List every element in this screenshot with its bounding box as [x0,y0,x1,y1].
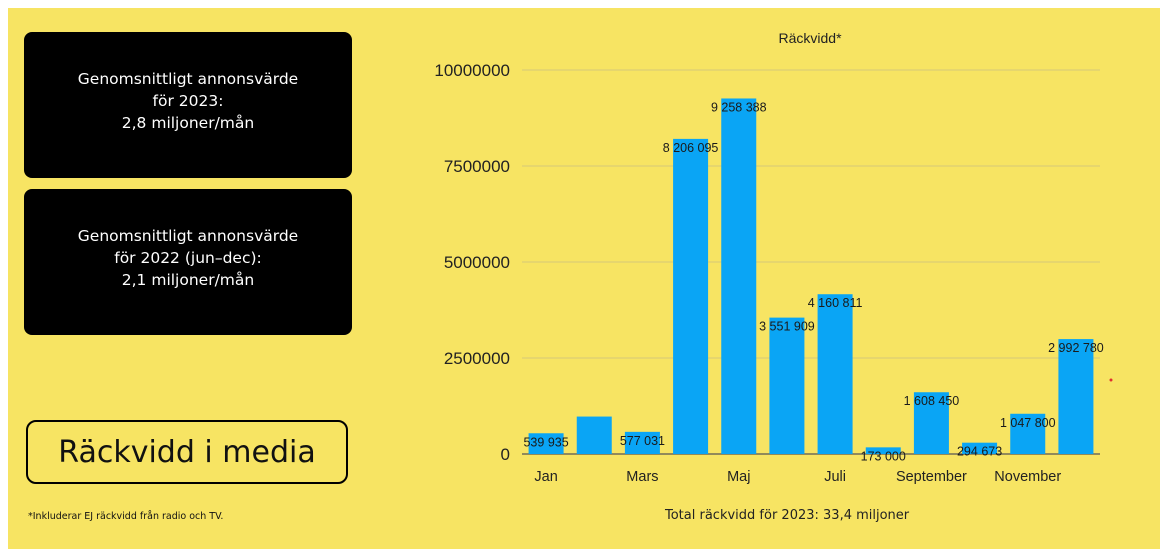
bar [865,447,901,454]
media-reach-button[interactable]: Räckvidd i media [26,420,348,484]
y-tick-label: 2500000 [444,349,510,368]
card-2022-line2: för 2022 (jun–dec): [114,249,262,267]
bar [576,416,612,454]
y-tick-label: 7500000 [444,157,510,176]
x-tick-label: Jan [534,469,557,485]
bar [673,138,709,454]
data-label: 9 258 388 [711,100,767,114]
bar [817,294,853,454]
bar [528,433,564,454]
average-ad-value-2023-card: Genomsnittligt annonsvärde för 2023: 2,8… [24,32,352,178]
data-label: 539 935 [523,435,568,449]
bar [769,317,805,454]
x-tick-label: Mars [626,469,658,485]
bar [913,392,949,454]
data-label: 577 031 [620,434,665,448]
data-label: 173 000 [861,449,906,463]
data-label: 1 608 450 [904,394,960,408]
y-tick-label: 10000000 [434,61,510,80]
card-2023-line1: Genomsnittligt annonsvärde [77,70,299,88]
red-dot-marker [1109,378,1113,382]
data-label: 8 206 095 [663,141,719,155]
x-tick-label: Juli [824,469,846,485]
data-label: 294 673 [957,445,1002,459]
card-2023-line2: för 2023: [152,92,224,110]
x-tick-label: Maj [727,469,750,485]
average-ad-value-2022-card: Genomsnittligt annonsvärde för 2022 (jun… [24,189,352,335]
bar [962,442,998,454]
card-2022-line1: Genomsnittligt annonsvärde [77,227,299,245]
bar [1058,339,1094,454]
x-tick-label: November [994,469,1061,485]
data-label: 2 992 780 [1048,341,1104,355]
y-tick-label: 5000000 [444,253,510,272]
y-tick-label: 0 [501,445,510,464]
data-label: 4 160 811 [808,296,863,310]
total-reach-text: Total räckvidd för 2023: 33,4 miljoner [665,508,910,523]
bar [624,431,660,454]
data-label: 3 551 909 [759,320,815,334]
data-label: 1 047 800 [1000,416,1056,430]
chart-title: Räckvidd* [778,30,842,46]
bar [721,98,757,454]
x-tick-label: September [896,469,967,485]
card-2023-line3: 2,8 miljoner/mån [121,114,255,132]
footnote: *Inkluderar EJ räckvidd från radio och T… [28,511,224,522]
card-2022-line3: 2,1 miljoner/mån [121,271,255,289]
bar [1010,413,1046,454]
